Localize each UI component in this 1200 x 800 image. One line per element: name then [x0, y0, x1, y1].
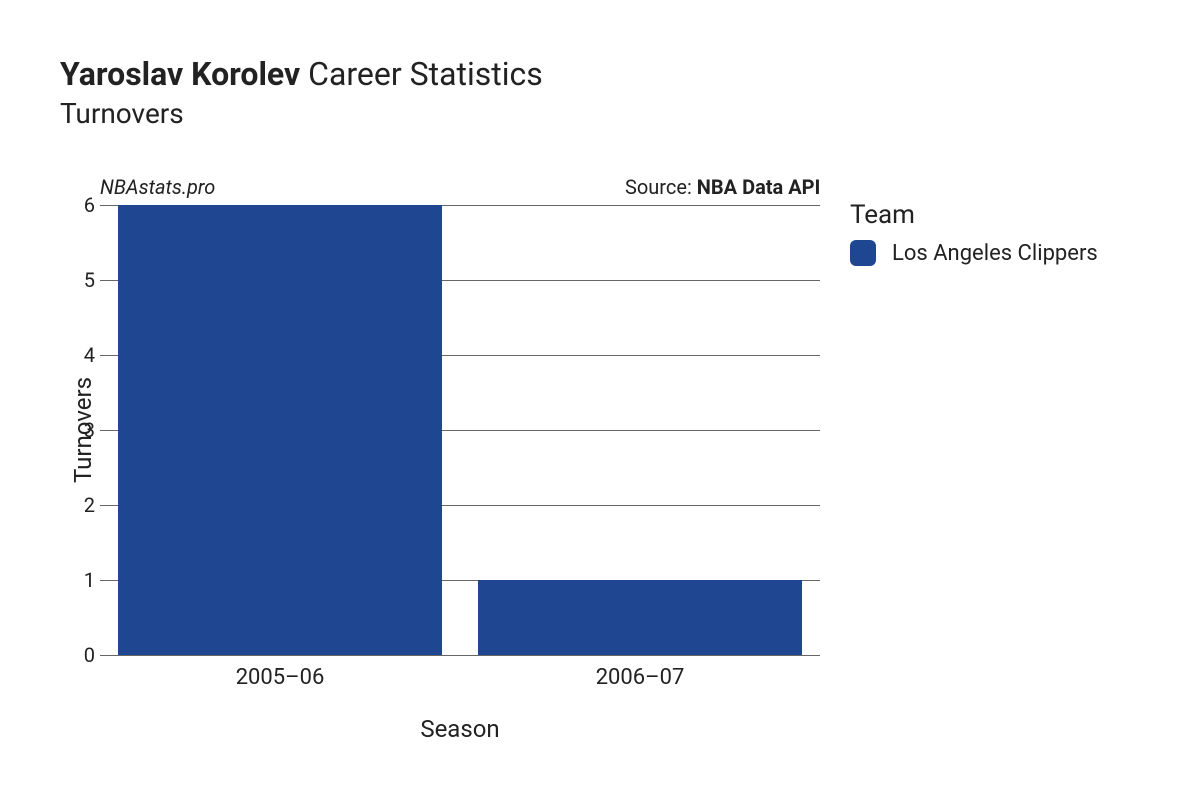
legend-item: Los Angeles Clippers: [850, 240, 1098, 266]
legend-label: Los Angeles Clippers: [892, 241, 1098, 266]
y-tick-label: 2: [70, 493, 95, 517]
watermark-text: NBAstats.pro: [100, 175, 215, 199]
grid-line: [100, 655, 820, 656]
legend: Team Los Angeles Clippers: [850, 200, 1098, 266]
bar: [478, 580, 802, 655]
y-tick-label: 4: [70, 343, 95, 367]
source-name: NBA Data API: [697, 175, 821, 199]
chart-title-block: Yaroslav Korolev Career Statistics Turno…: [60, 55, 543, 130]
player-name: Yaroslav Korolev: [60, 55, 300, 93]
y-tick-label: 1: [70, 568, 95, 592]
bar-chart: Turnovers Season 01234562005–062006–07: [100, 205, 820, 655]
source-prefix: Source:: [625, 175, 697, 199]
chart-subtitle: Turnovers: [60, 97, 543, 130]
y-tick-label: 6: [70, 193, 95, 217]
chart-title: Yaroslav Korolev Career Statistics: [60, 55, 543, 93]
title-suffix: Career Statistics: [308, 55, 543, 93]
x-axis-label: Season: [420, 715, 499, 743]
x-tick-label: 2005–06: [236, 665, 325, 690]
y-tick-label: 3: [70, 418, 95, 442]
legend-title: Team: [850, 200, 1098, 230]
y-tick-label: 5: [70, 268, 95, 292]
x-tick-label: 2006–07: [596, 665, 685, 690]
y-tick-label: 0: [70, 643, 95, 667]
source-attribution: Source: NBA Data API: [625, 175, 820, 199]
legend-swatch: [850, 240, 876, 266]
bar: [118, 205, 442, 655]
